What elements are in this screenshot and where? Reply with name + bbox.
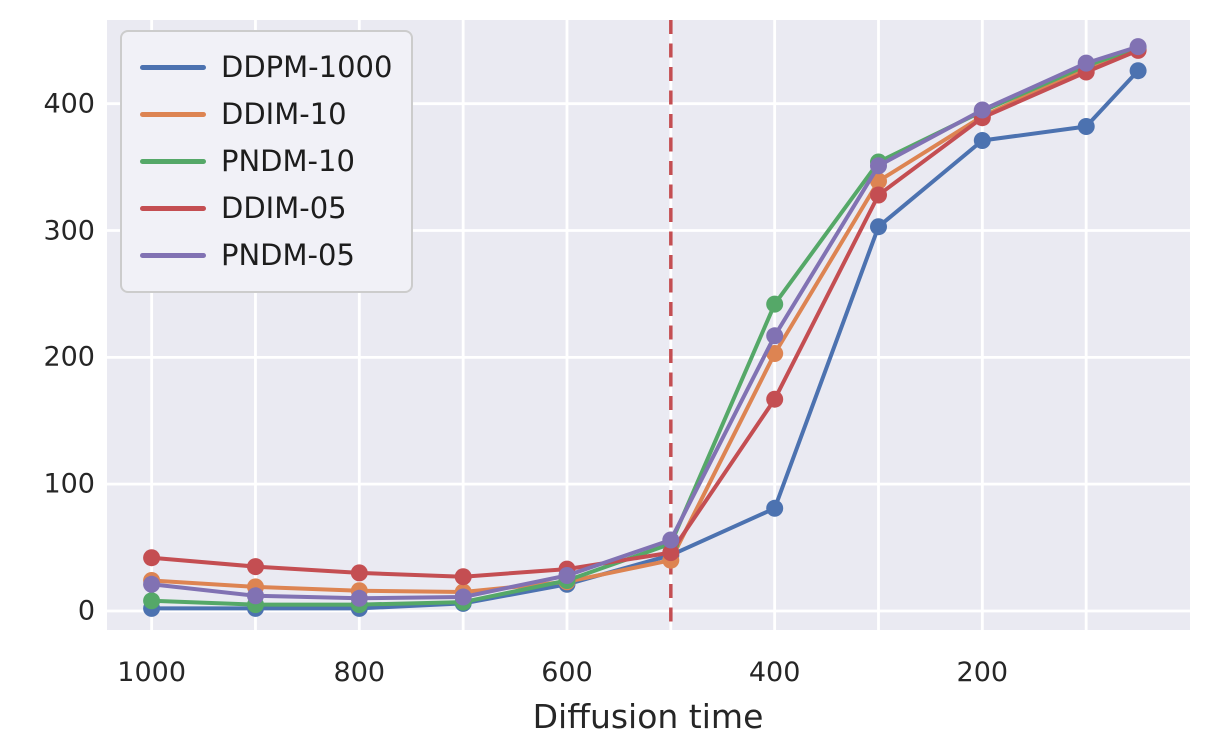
legend-item: DDIM-05 <box>140 185 393 232</box>
data-point-DDIM-05 <box>454 568 472 586</box>
data-point-DDIM-05 <box>766 390 784 408</box>
data-point-PNDM-05 <box>1129 38 1147 56</box>
data-point-PNDM-10 <box>143 592 161 610</box>
x-tick-label: 800 <box>333 657 386 688</box>
data-point-PNDM-05 <box>350 589 368 607</box>
data-point-PNDM-05 <box>247 587 264 605</box>
data-point-DDIM-05 <box>662 544 680 562</box>
data-point-DDIM-10 <box>766 345 784 362</box>
y-tick-label: 400 <box>43 88 95 120</box>
legend-label: PNDM-05 <box>221 238 355 272</box>
data-point-PNDM-05 <box>558 567 576 584</box>
legend-item: DDPM-1000 <box>140 44 393 91</box>
data-point-DDIM-10 <box>870 172 887 190</box>
legend-label: PNDM-10 <box>221 144 355 178</box>
data-point-DDIM-05 <box>870 186 887 204</box>
data-point-PNDM-05 <box>1077 54 1095 72</box>
legend-line-swatch <box>140 112 206 117</box>
data-point-PNDM-05 <box>766 327 784 345</box>
legend-item: DDIM-10 <box>140 91 393 138</box>
legend-line-swatch <box>140 65 206 70</box>
legend-item: PNDM-05 <box>140 232 393 279</box>
data-point-PNDM-10 <box>766 295 784 313</box>
data-point-DDIM-05 <box>350 564 368 582</box>
data-point-DDPM-1000 <box>973 132 991 149</box>
y-tick-label: 200 <box>43 341 95 373</box>
x-tick-label: 200 <box>956 657 1009 688</box>
x-axis-title: Diffusion time <box>532 697 764 736</box>
data-point-DDPM-1000 <box>1129 62 1147 80</box>
legend-line-swatch <box>140 206 206 211</box>
data-point-DDPM-1000 <box>766 499 784 517</box>
data-point-DDIM-05 <box>143 549 161 567</box>
legend-item: PNDM-10 <box>140 138 393 185</box>
data-point-DDIM-05 <box>247 558 264 576</box>
data-point-PNDM-05 <box>143 575 161 593</box>
legend-label: DDIM-10 <box>221 97 347 131</box>
y-tick-label: 100 <box>43 468 95 500</box>
data-point-DDPM-1000 <box>870 218 887 236</box>
legend-line-swatch <box>140 159 206 164</box>
data-point-PNDM-05 <box>973 101 991 119</box>
data-point-PNDM-05 <box>662 531 680 549</box>
legend-line-swatch <box>140 253 206 258</box>
x-tick-label: 1000 <box>117 657 186 688</box>
x-tick-label: 600 <box>541 657 593 688</box>
legend-label: DDPM-1000 <box>221 50 393 84</box>
data-point-PNDM-05 <box>870 157 887 175</box>
data-point-PNDM-05 <box>454 588 472 606</box>
y-tick-label: 300 <box>43 215 95 247</box>
y-tick-label: 0 <box>77 595 95 627</box>
data-point-DDPM-1000 <box>1077 118 1095 135</box>
x-tick-label: 400 <box>748 657 801 688</box>
legend-label: DDIM-05 <box>221 191 347 225</box>
legend-box: DDPM-1000 DDIM-10 PNDM-10 DDIM-05 PNDM-05 <box>120 30 413 293</box>
